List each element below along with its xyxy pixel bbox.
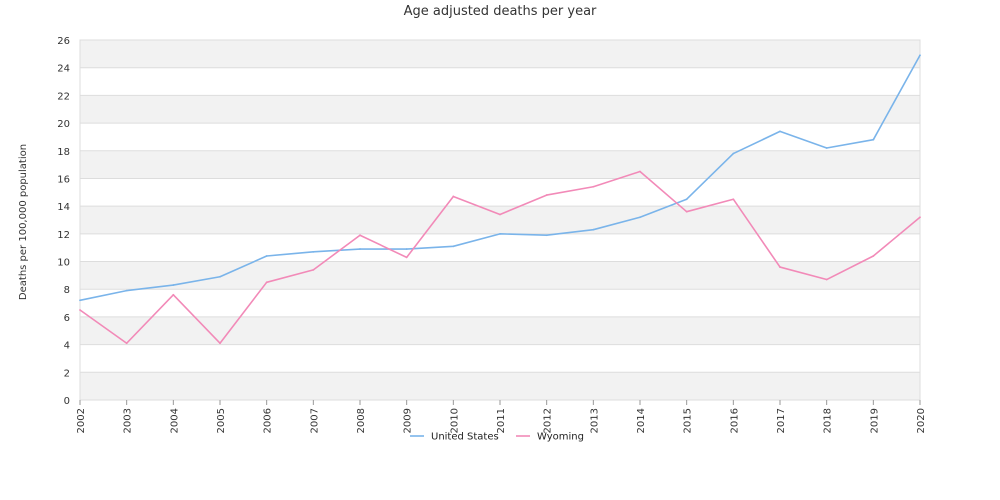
data-point [919, 216, 921, 219]
data-point [125, 342, 128, 345]
x-tick-label: 2020 [916, 408, 927, 433]
data-point [312, 268, 315, 271]
x-tick-label: 2011 [496, 408, 507, 433]
data-point [499, 232, 501, 235]
grid-band [80, 67, 920, 96]
x-tick-label: 2002 [76, 408, 87, 433]
x-tick-label: 2006 [263, 408, 274, 433]
grid-band [80, 372, 920, 400]
y-tick-label: 4 [64, 341, 70, 352]
x-tick-label: 2014 [636, 408, 647, 433]
grid-band [80, 95, 920, 124]
x-tick-label: 2004 [169, 408, 180, 433]
x-tick-label: 2008 [356, 408, 367, 433]
data-point [685, 198, 688, 201]
grid-band [80, 178, 920, 207]
data-point [219, 342, 221, 345]
data-point [545, 234, 548, 237]
data-point [872, 138, 875, 141]
data-point [592, 228, 595, 231]
y-tick-label: 16 [57, 174, 70, 185]
grid-band [80, 40, 920, 68]
data-point [219, 275, 221, 278]
y-tick-label: 0 [64, 396, 70, 407]
x-tick-label: 2005 [216, 408, 227, 433]
data-point [405, 256, 408, 259]
data-point [825, 278, 828, 281]
grid-band [80, 233, 920, 262]
data-point [265, 281, 268, 284]
y-tick-label: 20 [57, 119, 70, 130]
legend: United States Wyoming [410, 432, 584, 443]
x-tick-label: 2007 [309, 408, 320, 433]
y-tick-label: 14 [57, 202, 70, 213]
data-point [639, 216, 641, 219]
grid-band [80, 261, 920, 290]
data-point [312, 250, 315, 253]
x-axis-ticks: 2002 2003 2004 2005 2006 2007 2008 2009 2010 2011… [76, 400, 927, 433]
x-tick-label: 2019 [869, 408, 880, 433]
x-tick-label: 2010 [449, 408, 460, 433]
legend-label: Wyoming [537, 432, 584, 443]
data-point [359, 234, 361, 237]
y-axis-label: Deaths per 100,000 population [18, 144, 29, 300]
series-lines [79, 54, 921, 345]
y-tick-label: 18 [57, 147, 70, 158]
data-point [639, 170, 641, 173]
data-point [919, 54, 921, 57]
data-point [172, 293, 175, 296]
y-tick-label: 6 [64, 313, 70, 324]
grid-bands [80, 40, 920, 400]
x-tick-label: 2009 [403, 408, 414, 433]
grid-band [80, 150, 920, 179]
data-point [499, 213, 501, 216]
chart-title: Age adjusted deaths per year [404, 4, 597, 19]
x-tick-label: 2003 [123, 408, 134, 433]
data-point [172, 284, 175, 286]
y-tick-label: 22 [57, 91, 70, 102]
data-point [79, 299, 81, 302]
y-tick-label: 8 [64, 285, 70, 296]
grid-band [80, 289, 920, 317]
x-tick-label: 2012 [543, 408, 554, 433]
data-point [405, 248, 408, 250]
grid-band [80, 316, 920, 345]
y-tick-label: 2 [64, 368, 70, 379]
data-point [592, 185, 595, 188]
data-point [79, 309, 81, 311]
data-point [452, 195, 455, 198]
data-point [825, 147, 828, 149]
data-point [452, 245, 455, 248]
y-tick-label: 26 [57, 36, 70, 47]
x-tick-label: 2013 [589, 408, 600, 433]
y-tick-label: 12 [57, 230, 70, 241]
x-tick-label: 2017 [776, 408, 787, 433]
data-point [125, 289, 128, 292]
data-point [872, 255, 875, 257]
grid-band [80, 123, 920, 151]
y-tick-label: 24 [57, 64, 70, 75]
data-point [685, 210, 688, 213]
y-tick-label: 10 [57, 258, 70, 269]
data-point [545, 194, 548, 196]
grid-band [80, 206, 920, 234]
legend-label: United States [431, 432, 499, 443]
data-point [779, 130, 781, 133]
data-point [359, 248, 361, 250]
x-tick-label: 2015 [683, 408, 694, 433]
data-point [732, 152, 735, 155]
x-tick-label: 2018 [823, 408, 834, 433]
data-point [732, 198, 735, 201]
grid-band [80, 344, 920, 373]
data-point [779, 266, 781, 268]
x-tick-label: 2016 [729, 408, 740, 433]
data-point [265, 255, 268, 257]
